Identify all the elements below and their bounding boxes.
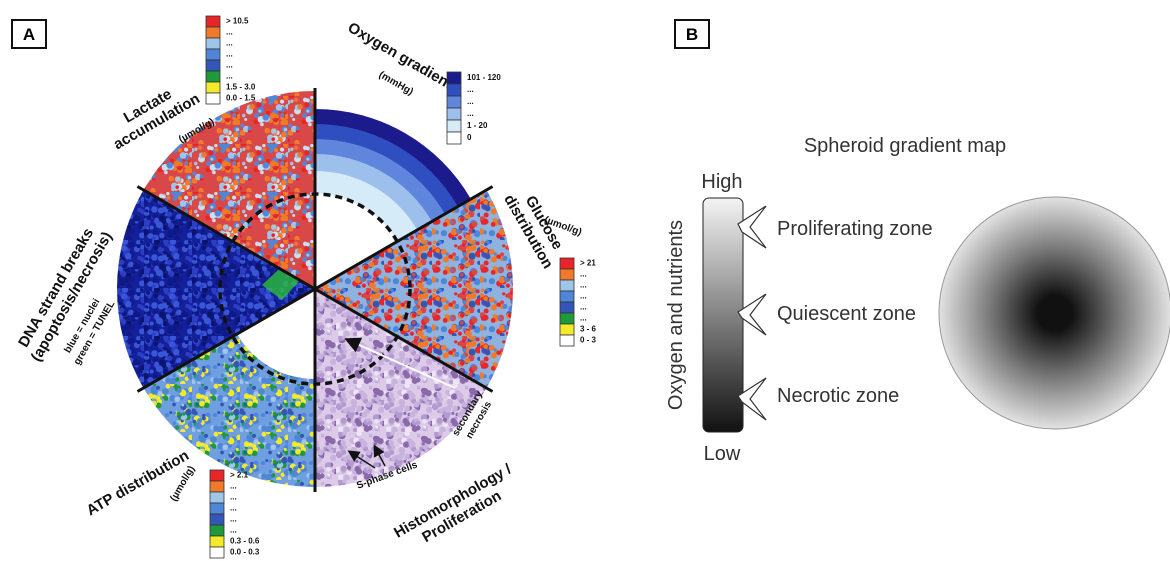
panel-label: B — [686, 25, 698, 44]
legend-swatch — [447, 108, 461, 120]
legend-swatch — [206, 60, 220, 71]
axis-label: Oxygen and nutrients — [665, 220, 687, 410]
legend-swatch — [447, 72, 461, 84]
legend-swatch — [560, 335, 574, 346]
legend-label: > 21 — [580, 259, 596, 268]
legend-label: 0 - 3 — [580, 336, 597, 345]
legend-label: ... — [226, 72, 233, 81]
legend-label: ... — [580, 303, 587, 312]
legend-swatch — [210, 492, 224, 503]
legend-label: 1.5 - 3.0 — [226, 83, 256, 92]
legend-swatch — [447, 96, 461, 108]
legend-label: ... — [467, 97, 474, 106]
legend-label: ... — [580, 270, 587, 279]
legend-swatch — [210, 536, 224, 547]
legend-label: 0.0 - 0.3 — [230, 548, 260, 557]
legend-swatch — [560, 280, 574, 291]
legend-label: ... — [230, 504, 237, 513]
legend-label: ... — [226, 28, 233, 37]
figure: A B Lactate accumulation (µmol/g) Oxygen… — [0, 0, 1170, 561]
legend-swatch — [206, 27, 220, 38]
legend-swatch — [560, 258, 574, 269]
legend-swatch — [447, 120, 461, 132]
legend-swatch — [210, 525, 224, 536]
legend-swatch — [560, 291, 574, 302]
legend-swatch — [210, 481, 224, 492]
gradient-bar — [703, 198, 743, 432]
legend-label: ... — [230, 526, 237, 535]
legend-swatch — [206, 82, 220, 93]
legend-label: 0.0 - 1.5 — [226, 94, 256, 103]
legend-label: ... — [230, 515, 237, 524]
legend-swatch — [210, 547, 224, 558]
legend-label: ... — [580, 281, 587, 290]
legend-swatch — [210, 470, 224, 481]
legend-label: ... — [467, 109, 474, 118]
unit: (mmHg) — [377, 69, 415, 97]
legend-label: ... — [226, 61, 233, 70]
legend-label: 0.3 - 0.6 — [230, 537, 260, 546]
legend-swatch — [560, 313, 574, 324]
panel-title: Spheroid gradient map — [804, 135, 1006, 157]
legend-label: ... — [580, 314, 587, 323]
legend-swatch — [560, 269, 574, 280]
legend-label: > 2.1 — [230, 471, 249, 480]
legend-swatch — [206, 49, 220, 60]
legend-swatch — [206, 93, 220, 104]
legend-swatch — [560, 302, 574, 313]
legend-label: ... — [226, 50, 233, 59]
legend-swatch — [206, 16, 220, 27]
legend-swatch — [206, 71, 220, 82]
panel-label: A — [23, 25, 35, 44]
spheroid — [939, 197, 1170, 429]
legend-label: 0 — [467, 133, 472, 142]
scale-high: High — [701, 171, 742, 193]
legend-label: ... — [580, 292, 587, 301]
legend-label: ... — [230, 493, 237, 502]
zone-label: Necrotic zone — [777, 385, 899, 407]
legend-label: ... — [467, 85, 474, 94]
legend-swatch — [560, 324, 574, 335]
legend-label: ... — [230, 482, 237, 491]
legend-swatch — [447, 84, 461, 96]
zone-label: Quiescent zone — [777, 303, 916, 325]
legend-label: 3 - 6 — [580, 325, 597, 334]
legend-label: 101 - 120 — [467, 73, 501, 82]
legend-swatch — [447, 132, 461, 144]
legend-swatch — [210, 503, 224, 514]
legend-label: ... — [226, 39, 233, 48]
legend-swatch — [206, 38, 220, 49]
legend-swatch — [210, 514, 224, 525]
zone-label: Proliferating zone — [777, 218, 933, 240]
scale-low: Low — [704, 443, 741, 465]
legend-label: 1 - 20 — [467, 121, 488, 130]
legend-label: > 10.5 — [226, 17, 249, 26]
sector-title: ATP distribution — [84, 447, 192, 519]
